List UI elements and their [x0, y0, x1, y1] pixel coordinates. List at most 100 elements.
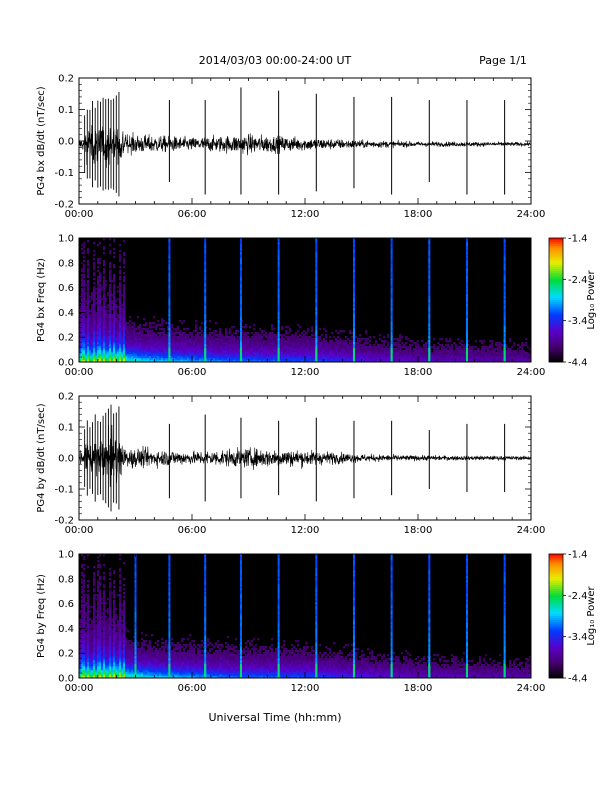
heatmap-cell — [365, 348, 368, 351]
heatmap-cell — [109, 302, 112, 305]
heatmap-cell — [81, 314, 84, 317]
heatmap-cell — [219, 360, 222, 363]
heatmap-cell — [307, 338, 310, 341]
heatmap-cell — [79, 646, 82, 649]
heatmap-cell — [243, 360, 246, 363]
heatmap-cell — [119, 254, 122, 257]
heatmap-cell — [265, 334, 268, 337]
heatmap-cell — [161, 338, 164, 341]
heatmap-cell — [245, 352, 248, 355]
heatmap-cell — [91, 294, 94, 297]
heatmap-cell — [93, 632, 96, 635]
spike-column-cell — [277, 266, 280, 269]
heatmap-cell — [103, 340, 106, 343]
heatmap-cell — [339, 354, 342, 357]
heatmap-cell — [301, 348, 304, 351]
heatmap-cell — [405, 360, 408, 363]
heatmap-cell — [171, 354, 174, 357]
heatmap-cell — [283, 356, 286, 359]
heatmap-cell — [287, 344, 290, 347]
heatmap-cell — [183, 336, 186, 339]
heatmap-cell — [337, 332, 340, 335]
heatmap-cell — [383, 356, 386, 359]
heatmap-cell — [455, 352, 458, 355]
heatmap-cell — [213, 358, 216, 361]
heatmap-cell — [241, 336, 244, 339]
spike-column-cell — [204, 256, 207, 259]
heatmap-cell — [107, 326, 110, 329]
heatmap-cell — [113, 264, 116, 267]
heatmap-cell — [297, 336, 300, 339]
heatmap-cell — [135, 332, 138, 335]
heatmap-cell — [269, 342, 272, 345]
heatmap-cell — [427, 352, 430, 355]
heatmap-cell — [511, 354, 514, 357]
heatmap-cell — [275, 350, 278, 353]
spike-column-cell — [315, 328, 318, 331]
heatmap-cell — [321, 350, 324, 353]
heatmap-cell — [245, 332, 248, 335]
heatmap-cell — [197, 336, 200, 339]
spike-column-cell — [390, 288, 393, 291]
heatmap-cell — [207, 340, 210, 343]
heatmap-cell — [263, 350, 266, 353]
heatmap-cell — [115, 334, 118, 337]
heatmap-cell — [253, 342, 256, 345]
heatmap-cell — [85, 318, 88, 321]
heatmap-cell — [371, 360, 374, 363]
heatmap-cell — [85, 604, 88, 607]
heatmap-cell — [231, 354, 234, 357]
heatmap-cell — [321, 352, 324, 355]
heatmap-cell — [215, 346, 218, 349]
heatmap-cell — [125, 360, 128, 363]
heatmap-cell — [285, 342, 288, 345]
spike-column-cell — [315, 252, 318, 255]
spike-column-cell — [503, 326, 506, 329]
heatmap-cell — [111, 350, 114, 353]
spike-column-cell — [239, 274, 242, 277]
heatmap-cell — [243, 344, 246, 347]
heatmap-cell — [369, 350, 372, 353]
heatmap-cell — [91, 360, 94, 363]
heatmap-cell — [123, 352, 126, 355]
heatmap-cell — [101, 340, 104, 343]
heatmap-cell — [87, 554, 90, 557]
heatmap-cell — [509, 352, 512, 355]
heatmap-cell — [93, 288, 96, 291]
heatmap-cell — [81, 596, 84, 599]
heatmap-cell — [99, 300, 102, 303]
heatmap-cell — [295, 342, 298, 345]
heatmap-cell — [145, 346, 148, 349]
heatmap-cell — [93, 648, 96, 651]
heatmap-cell — [89, 316, 92, 319]
heatmap-cell — [123, 296, 126, 299]
spike-column-cell — [168, 346, 171, 349]
heatmap-cell — [485, 360, 488, 363]
heatmap-cell — [163, 320, 166, 323]
heatmap-cell — [125, 338, 128, 341]
heatmap-cell — [87, 580, 90, 583]
heatmap-cell — [179, 348, 182, 351]
heatmap-cell — [307, 344, 310, 347]
heatmap-cell — [289, 352, 292, 355]
heatmap-cell — [373, 346, 376, 349]
heatmap-cell — [525, 360, 528, 363]
spike-column-cell — [352, 280, 355, 283]
heatmap-cell — [83, 284, 86, 287]
heatmap-cell — [295, 352, 298, 355]
spike-column-cell — [465, 304, 468, 307]
heatmap-cell — [155, 328, 158, 331]
heatmap-cell — [85, 656, 88, 659]
heatmap-cell — [215, 330, 218, 333]
heatmap-cell — [427, 342, 430, 345]
heatmap-cell — [177, 328, 180, 331]
heatmap-cell — [87, 328, 90, 331]
heatmap-cell — [313, 358, 316, 361]
heatmap-cell — [211, 342, 214, 345]
heatmap-cell — [257, 340, 260, 343]
heatmap-cell — [79, 324, 82, 327]
colorbar-label: Log₁₀ Power — [586, 269, 597, 329]
heatmap-cell — [197, 348, 200, 351]
heatmap-cell — [85, 302, 88, 305]
heatmap-cell — [215, 348, 218, 351]
